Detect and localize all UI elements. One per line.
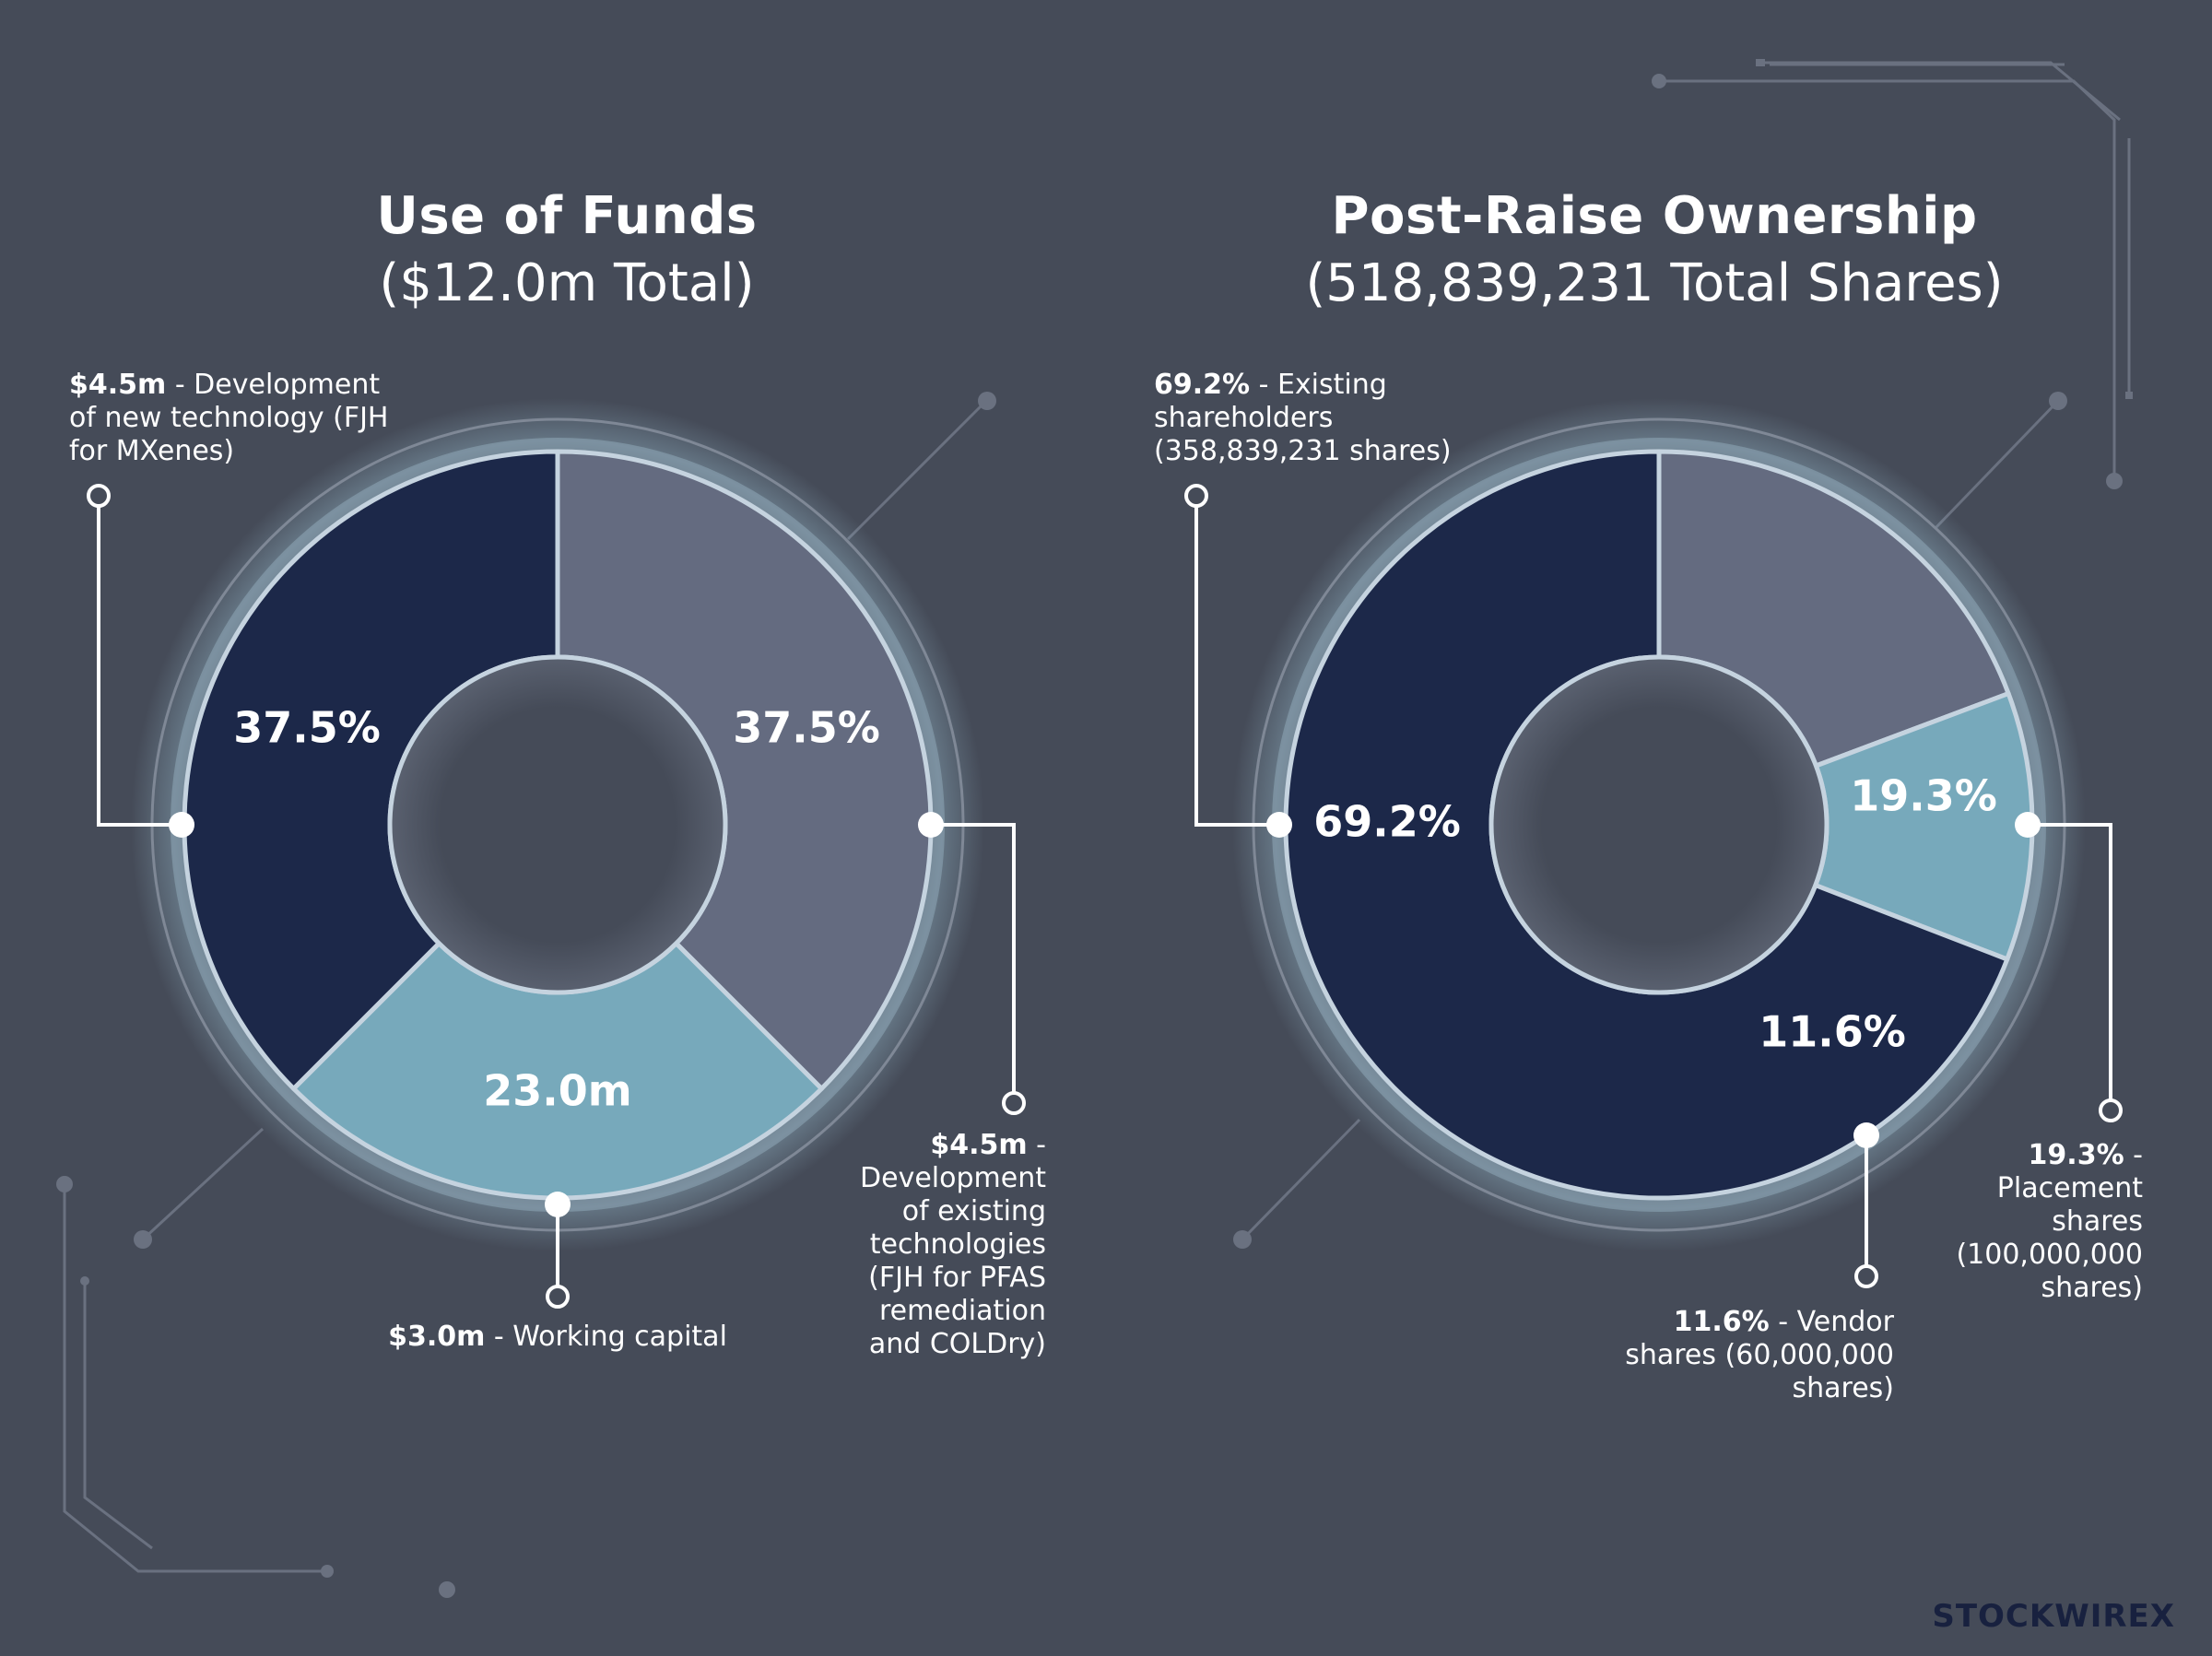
- slice-label: 37.5%: [233, 703, 381, 753]
- callout-line: [2028, 823, 2112, 1110]
- callout-vendor-shares-text: - Vendor shares (60,000,000 shares): [1625, 1306, 1894, 1404]
- donut-hole: [387, 654, 728, 995]
- callout-end-dot: [546, 1285, 570, 1309]
- funds-subtitle: ($12.0m Total): [379, 253, 755, 313]
- slice-label: 37.5%: [733, 703, 880, 753]
- callout-existing-technologies: $4.5m - Development of existing technolo…: [843, 1129, 1046, 1361]
- callout-placement-shares: 19.3% - Placement shares (100,000,000 sh…: [1954, 1139, 2143, 1305]
- ownership-subtitle: (518,839,231 Total Shares): [1305, 253, 2004, 313]
- callout-end-dot: [87, 484, 111, 508]
- decorative-dots: [56, 59, 2133, 1598]
- callout-line: [1194, 496, 1279, 827]
- callout-new-technology-value: $4.5m: [69, 369, 167, 401]
- slice-label: 11.6%: [1759, 1007, 1906, 1057]
- callout-placement-shares-value: 19.3%: [2028, 1139, 2124, 1171]
- use-of-funds-chart: 37.5% 23.0m 37.5%: [87, 398, 1026, 1309]
- callout-placement-shares-text: - Placement shares (100,000,000 shares): [1956, 1139, 2143, 1304]
- ownership-chart: 19.3% 11.6% 69.2%: [1184, 398, 2123, 1288]
- callout-anchor-dot: [169, 812, 194, 838]
- funds-title: Use of Funds: [376, 186, 758, 246]
- callout-line: [931, 823, 1016, 1103]
- callout-existing-shareholders-value: 69.2%: [1154, 369, 1251, 401]
- callout-line: [97, 496, 182, 827]
- callout-existing-shareholders-text: - Existing shareholders (358,839,231 sha…: [1154, 369, 1452, 467]
- callout-anchor-dot: [545, 1192, 571, 1217]
- callout-anchor-dot: [2015, 812, 2041, 838]
- callout-working-capital: $3.0m - Working capital: [373, 1321, 742, 1354]
- callout-working-capital-value: $3.0m: [388, 1321, 486, 1353]
- callout-end-dot: [2099, 1098, 2123, 1122]
- callout-new-technology-text: - Development of new technology (FJH for…: [69, 369, 389, 467]
- callout-existing-technologies-value: $4.5m: [930, 1129, 1028, 1161]
- callout-vendor-shares-value: 11.6%: [1673, 1306, 1770, 1338]
- callout-anchor-dot: [1853, 1122, 1879, 1148]
- callout-anchor-dot: [918, 812, 944, 838]
- slice-label: 19.3%: [1850, 771, 1997, 821]
- callout-working-capital-text: - Working capital: [485, 1321, 727, 1353]
- callout-existing-technologies-text: - Development of existing technologies (…: [860, 1129, 1046, 1360]
- callout-new-technology: $4.5m - Development of new technology (F…: [69, 369, 410, 468]
- callout-end-dot: [1002, 1091, 1026, 1115]
- slice-label: 23.0m: [483, 1066, 631, 1116]
- callout-existing-shareholders: 69.2% - Existing shareholders (358,839,2…: [1154, 369, 1458, 468]
- ownership-title: Post-Raise Ownership: [1331, 186, 1978, 246]
- decorative-circuit-lines: [63, 61, 2131, 1573]
- chart-title-ownership: Post-Raise Ownership (518,839,231 Total …: [1240, 186, 2069, 313]
- chart-title-funds: Use of Funds ($12.0m Total): [152, 186, 982, 313]
- donut-hole: [1488, 654, 1830, 995]
- callout-vendor-shares: 11.6% - Vendor shares (60,000,000 shares…: [1599, 1306, 1894, 1405]
- callout-end-dot: [1184, 484, 1208, 508]
- callout-end-dot: [1854, 1264, 1878, 1288]
- callout-anchor-dot: [1266, 812, 1292, 838]
- brand-logo: STOCKWIREX: [1932, 1598, 2175, 1635]
- slice-label: 69.2%: [1313, 797, 1461, 847]
